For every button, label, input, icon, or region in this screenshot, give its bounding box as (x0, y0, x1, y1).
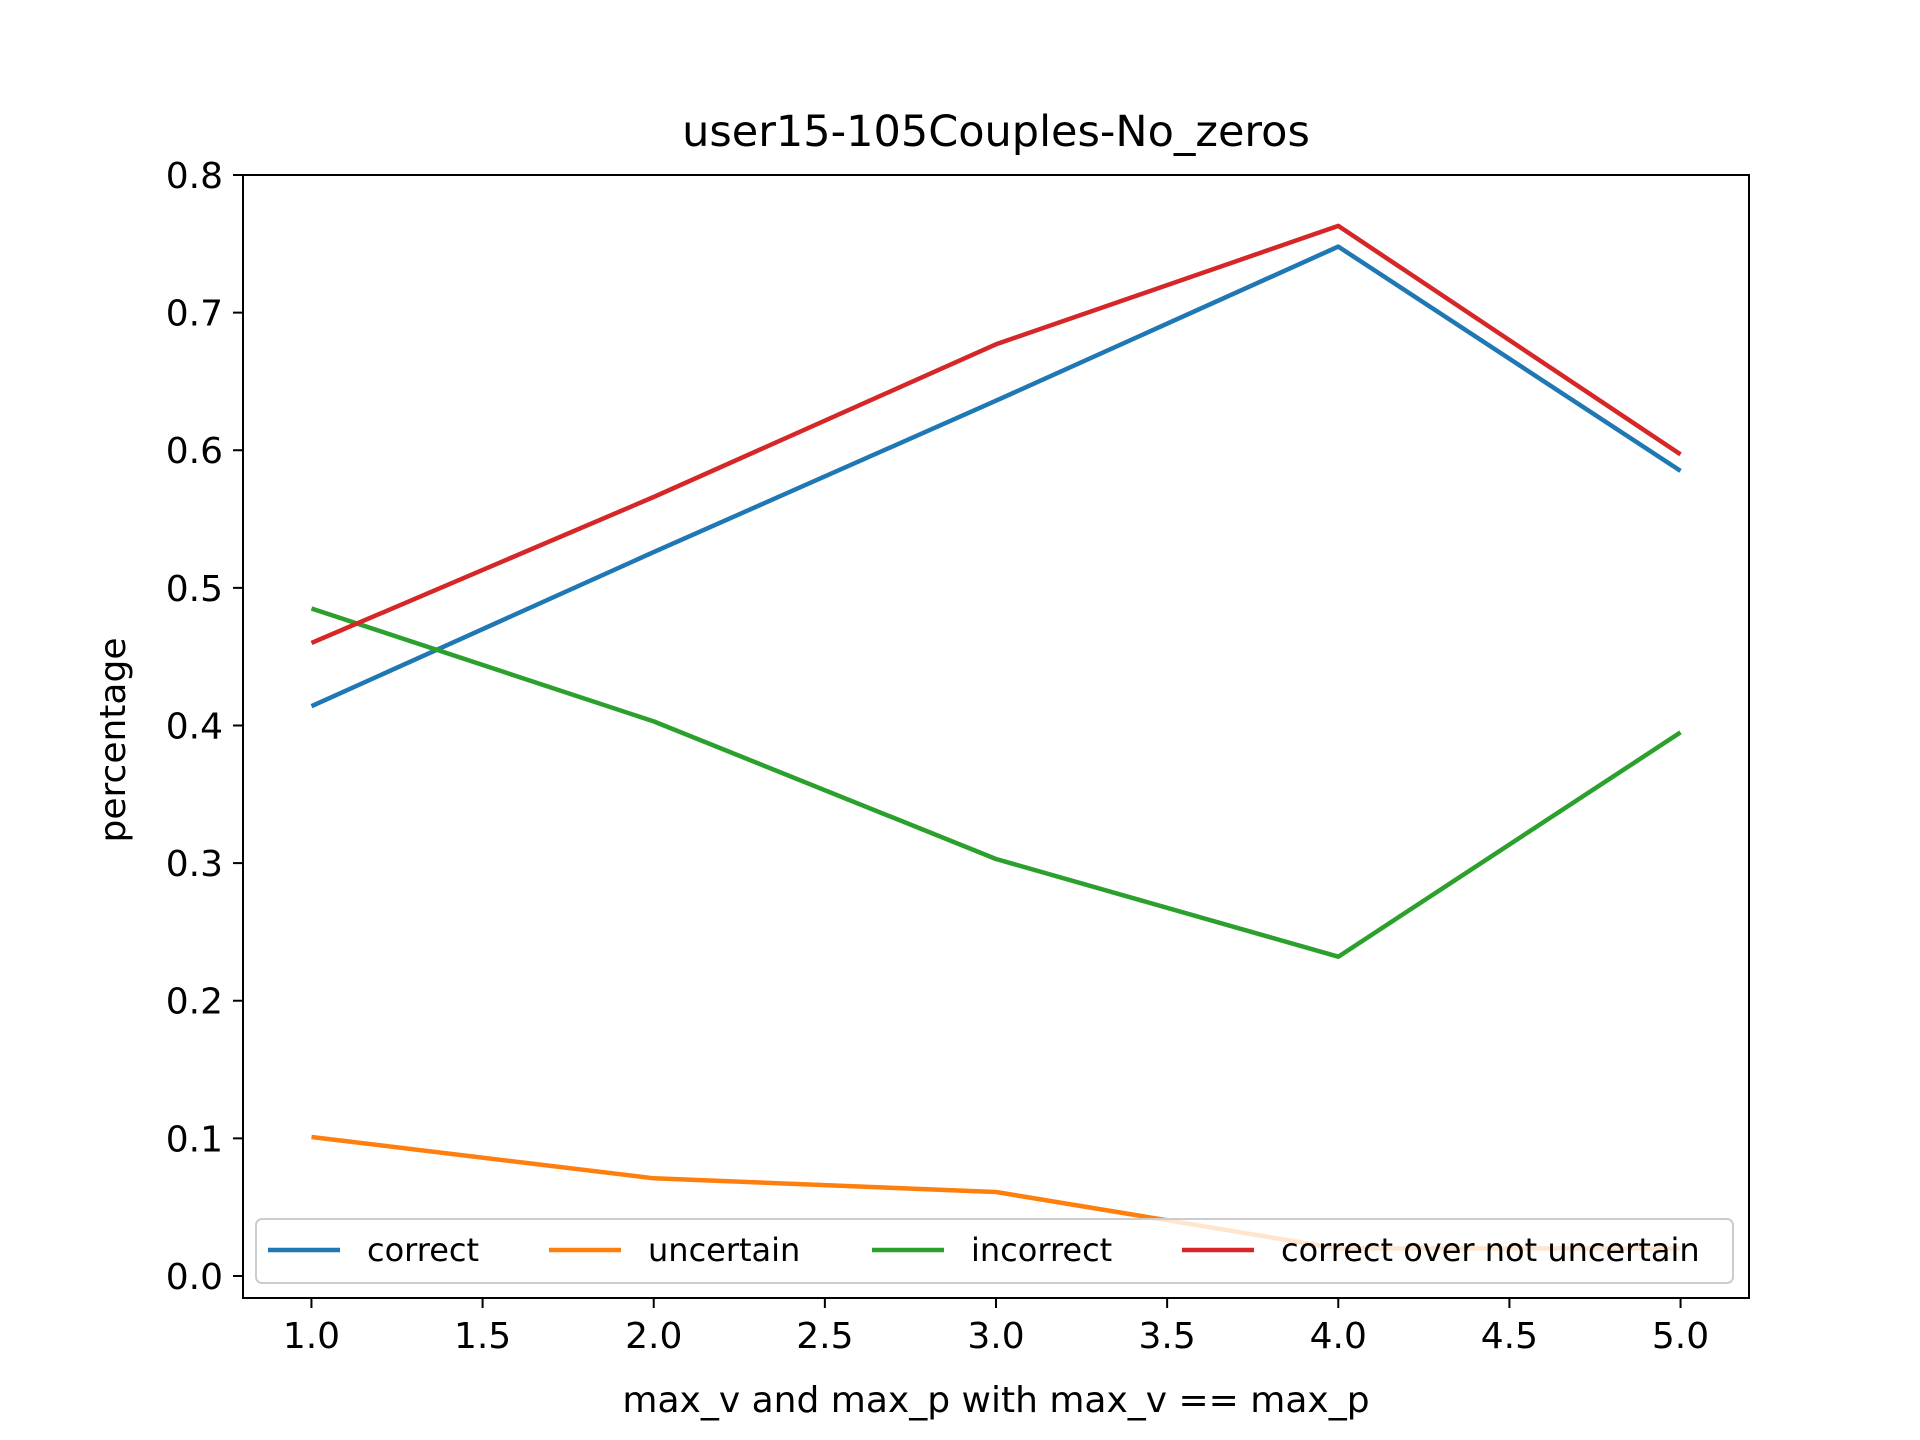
x-tick-label: 1.5 (454, 1316, 511, 1357)
y-tick-label: 0.8 (166, 156, 223, 197)
plot-background (243, 175, 1749, 1298)
x-tick-label: 4.5 (1481, 1316, 1538, 1357)
series-line-incorrect (310, 606, 1682, 959)
chart-title: user15-105Couples-No_zeros (682, 107, 1310, 157)
axes-layer: 1.0 1.5 2.0 2.5 3.0 3.5 4.0 4.5 5.0 0.0 0.1 0.2 0.3 0… (166, 156, 1750, 1357)
x-tick-label: 2.5 (796, 1316, 853, 1357)
y-tick-label: 0.0 (166, 1257, 223, 1298)
legend-label: correct (367, 1231, 479, 1269)
legend-item-correct-over-not-uncertain: correct over not uncertain (1182, 1231, 1700, 1269)
x-axis-title: max_v and max_p with max_v == max_p (622, 1380, 1369, 1421)
y-tick-label: 0.5 (166, 569, 223, 610)
y-tick-label: 0.4 (166, 706, 223, 747)
y-tick-label: 0.7 (166, 294, 223, 335)
x-tick-label: 2.0 (625, 1316, 682, 1357)
series-line-correct-over-not-uncertain (310, 223, 1682, 645)
x-tick-label: 3.0 (967, 1316, 1024, 1357)
x-tick-label: 1.0 (283, 1316, 340, 1357)
y-tick-label: 0.1 (166, 1119, 223, 1160)
legend-item-incorrect: incorrect (872, 1231, 1112, 1269)
legend-item-correct: correct (268, 1231, 479, 1269)
legend: correct uncertain incorrect correct over no… (255, 1218, 1734, 1284)
legend-item-uncertain: uncertain (549, 1231, 800, 1269)
y-tick-label: 0.2 (166, 982, 223, 1023)
plot-area (243, 175, 1749, 1298)
series-line-correct (310, 244, 1682, 709)
x-tick-label: 3.5 (1139, 1316, 1196, 1357)
y-tick-label: 0.3 (166, 844, 223, 885)
x-tick-label: 5.0 (1652, 1316, 1709, 1357)
x-tick-label: 4.0 (1310, 1316, 1367, 1357)
legend-label: uncertain (648, 1231, 800, 1269)
legend-label: correct over not uncertain (1281, 1231, 1700, 1269)
y-tick-label: 0.6 (166, 431, 223, 472)
legend-box (255, 1218, 1734, 1284)
legend-label: incorrect (971, 1231, 1112, 1269)
y-axis-title: percentage (93, 638, 134, 843)
